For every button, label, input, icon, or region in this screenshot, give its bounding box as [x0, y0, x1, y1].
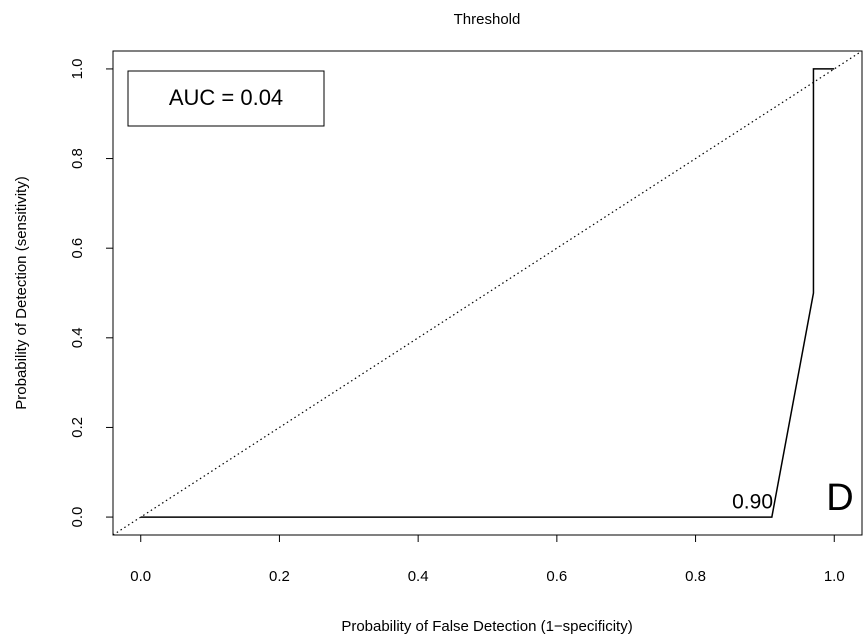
chart-title: Threshold [454, 11, 521, 28]
y-tick-label: 1.0 [69, 58, 86, 79]
reference-diagonal [112, 50, 863, 536]
y-tick-label: 0.0 [69, 507, 86, 528]
x-tick-label: 0.8 [685, 568, 706, 585]
panel-label: D [826, 477, 853, 519]
x-axis-label: Probability of False Detection (1−specif… [341, 618, 632, 635]
x-tick-label: 0.4 [408, 568, 429, 585]
y-tick-label: 0.6 [69, 238, 86, 259]
auc-label: AUC = 0.04 [169, 85, 283, 110]
y-axis-label: Probability of Detection (sensitivity) [13, 176, 30, 409]
auc-box [127, 70, 325, 127]
x-tick-label: 0.2 [269, 568, 290, 585]
y-tick-label: 0.2 [69, 417, 86, 438]
y-tick-label: 0.8 [69, 148, 86, 169]
x-tick-label: 0.6 [546, 568, 567, 585]
y-tick-label: 0.4 [69, 327, 86, 348]
x-tick-label: 0.0 [130, 568, 151, 585]
x-tick-label: 1.0 [824, 568, 845, 585]
roc-curve [140, 68, 835, 518]
threshold-label: 0.90 [732, 491, 773, 514]
